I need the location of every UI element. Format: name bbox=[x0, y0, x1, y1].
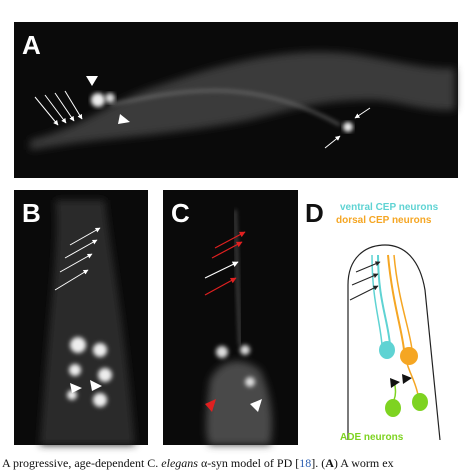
panel-c: C bbox=[163, 190, 298, 445]
caption-text: A progressive, age-dependent C. bbox=[2, 456, 161, 470]
panel-label: D bbox=[305, 198, 324, 228]
caption-text: elegans bbox=[161, 456, 198, 470]
caption-text: ) A worm ex bbox=[334, 456, 394, 470]
panel-label: B bbox=[22, 198, 41, 228]
panel-label: C bbox=[171, 198, 190, 228]
caption: A progressive, age-dependent C. elegans … bbox=[2, 456, 394, 470]
caption-text: A bbox=[325, 456, 334, 470]
panel-b: B bbox=[14, 190, 148, 445]
panel-label: A bbox=[22, 30, 41, 60]
panel-d: D ventral CEP neurons dorsal CEP neurons… bbox=[305, 198, 441, 443]
caption-text: ]. ( bbox=[311, 456, 325, 470]
annotation: ventral CEP neurons bbox=[340, 202, 439, 213]
annotation: ADE neurons bbox=[340, 432, 404, 443]
caption-text: α-syn model of PD [ bbox=[198, 456, 299, 470]
panel-a: A bbox=[14, 22, 458, 178]
annotation: dorsal CEP neurons bbox=[336, 215, 432, 226]
caption-ref[interactable]: 18 bbox=[299, 456, 311, 470]
